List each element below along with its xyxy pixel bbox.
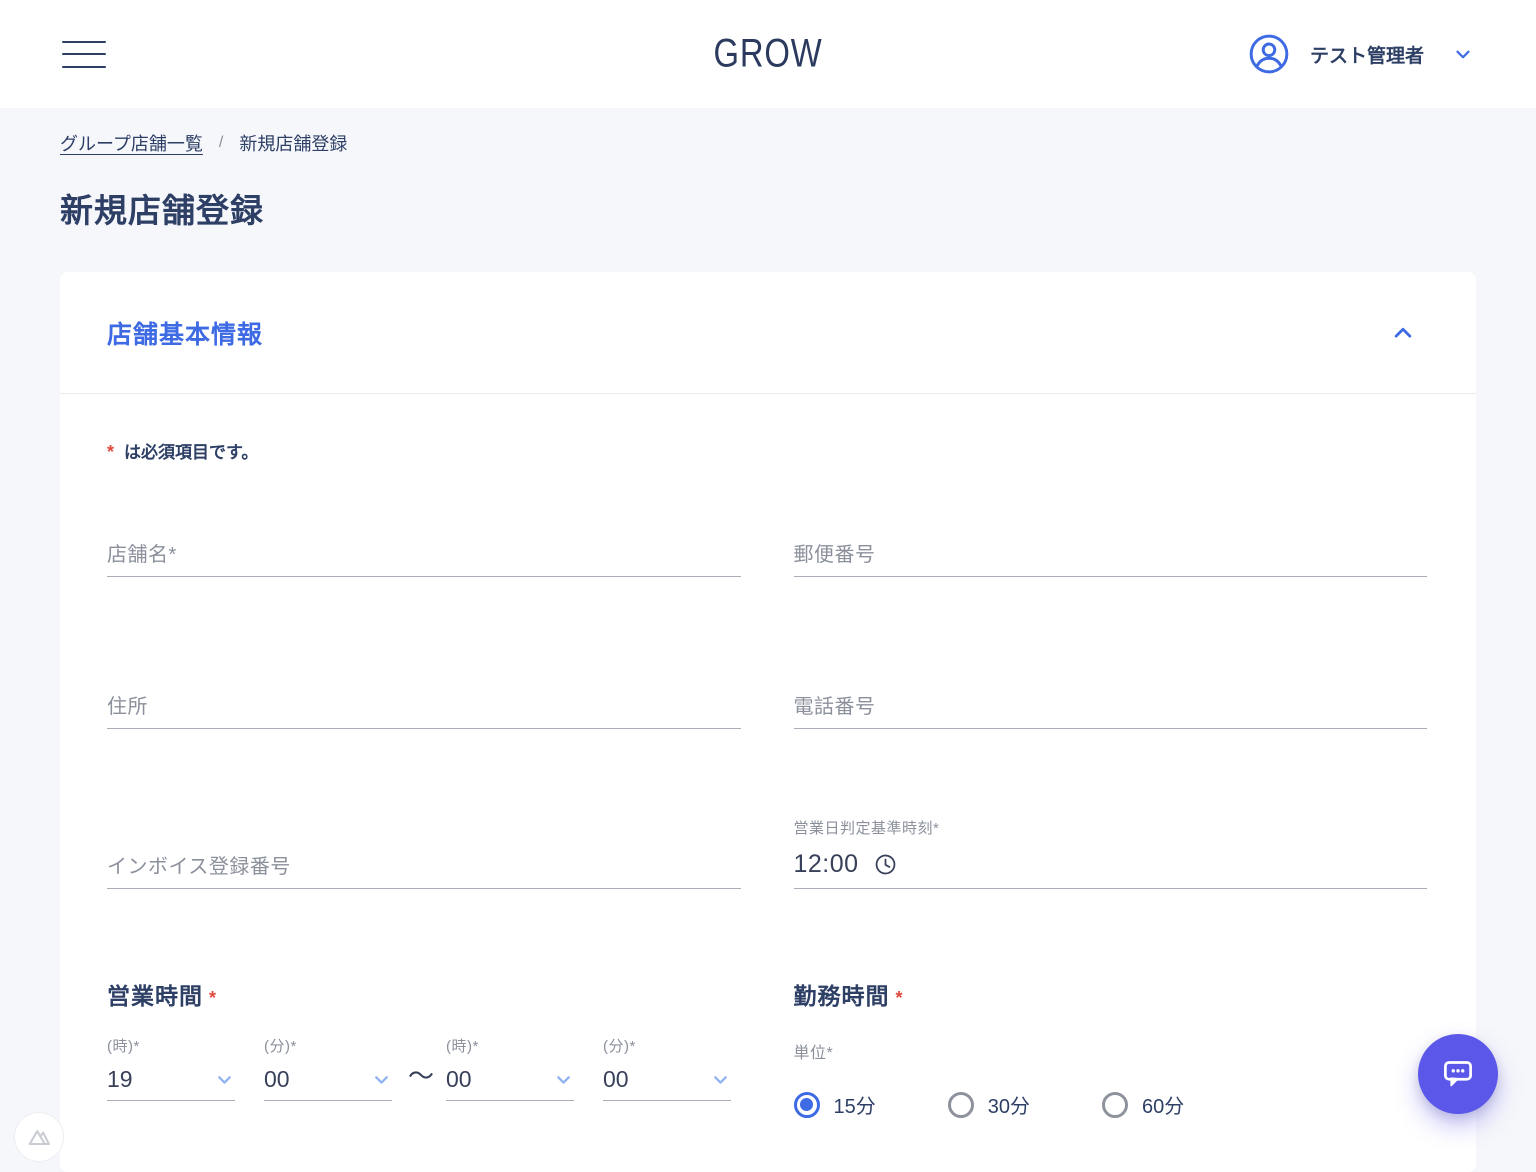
radio-icon xyxy=(793,1091,820,1118)
business-hours-selects: (時)* 19 (分)* 00 xyxy=(107,1035,741,1101)
base-time-field[interactable]: 営業日判定基準時刻* 12:00 xyxy=(793,817,1427,889)
base-time-value: 12:00 xyxy=(793,850,859,878)
postal-code-field[interactable]: 郵便番号 xyxy=(793,513,1427,577)
divider xyxy=(60,393,1476,394)
close-minute-label: (分)* xyxy=(603,1038,636,1055)
hours-range-separator: 〜 xyxy=(408,1061,435,1091)
chevron-down-icon xyxy=(553,1069,574,1090)
hours-section: 営業時間 * (時)* 19 xyxy=(107,977,1427,1119)
close-minute-select[interactable]: (分)* 00 xyxy=(603,1035,732,1101)
invoice-number-field[interactable]: インボイス登録番号 xyxy=(107,817,741,889)
chevron-down-icon xyxy=(1452,43,1474,65)
radio-30min[interactable]: 30分 xyxy=(947,1090,1030,1119)
open-hour-label: (時)* xyxy=(107,1038,140,1055)
radio-60min[interactable]: 60分 xyxy=(1102,1090,1184,1119)
hamburger-menu-icon[interactable] xyxy=(62,40,106,68)
address-field[interactable]: 住所 xyxy=(107,665,741,729)
user-menu[interactable]: テスト管理者 xyxy=(1248,33,1474,75)
store-basic-info-card: 店舗基本情報 * は必須項目です。 店舗名* 郵便番号 xyxy=(60,272,1476,1172)
address-label: 住所 xyxy=(107,696,148,718)
chevron-down-icon xyxy=(214,1069,235,1090)
form-grid: 店舗名* 郵便番号 住所 電話番号 インボイス登録番号 営業日判定基準時刻* xyxy=(107,513,1427,889)
business-hours-heading: 営業時間 * xyxy=(107,983,218,1009)
page-content: グループ店舗一覧 / 新規店舗登録 新規店舗登録 店舗基本情報 * は必須項目です… xyxy=(0,130,1536,1172)
working-hours-group: 勤務時間 * 単位* 15分 30分 xyxy=(793,977,1428,1119)
business-hours-group: 営業時間 * (時)* 19 xyxy=(107,977,741,1119)
app-header: GROW テスト管理者 xyxy=(0,0,1536,108)
close-minute-value: 00 xyxy=(603,1066,629,1092)
base-time-label: 営業日判定基準時刻* xyxy=(793,820,940,837)
clock-icon[interactable] xyxy=(873,852,898,877)
chevron-down-icon xyxy=(371,1069,392,1090)
breadcrumb-current: 新規店舗登録 xyxy=(239,134,348,154)
required-note: * は必須項目です。 xyxy=(107,438,1427,463)
corner-mountain-logo[interactable] xyxy=(14,1112,64,1162)
close-hour-value: 00 xyxy=(446,1066,472,1092)
required-asterisk: * xyxy=(209,988,218,1008)
radio-icon xyxy=(1102,1091,1128,1118)
open-hour-select[interactable]: (時)* 19 xyxy=(107,1035,235,1101)
chat-bubble-icon xyxy=(1437,1053,1479,1095)
store-name-label: 店舗名* xyxy=(107,544,177,566)
postal-code-label: 郵便番号 xyxy=(793,544,876,566)
working-hours-heading: 勤務時間 * xyxy=(793,983,904,1009)
brand-logo: GROW xyxy=(713,31,823,76)
section-header[interactable]: 店舗基本情報 xyxy=(60,272,1476,393)
phone-label: 電話番号 xyxy=(793,696,876,718)
required-asterisk: * xyxy=(895,988,904,1008)
user-avatar-icon xyxy=(1248,33,1290,75)
radio-60min-label: 60分 xyxy=(1142,1096,1185,1118)
breadcrumb-link-store-list[interactable]: グループ店舗一覧 xyxy=(60,134,203,154)
open-minute-select[interactable]: (分)* 00 xyxy=(264,1035,392,1101)
close-hour-select[interactable]: (時)* 00 xyxy=(446,1035,575,1101)
open-minute-value: 00 xyxy=(264,1066,290,1092)
close-hour-label: (時)* xyxy=(446,1038,479,1055)
section-title: 店舗基本情報 xyxy=(107,320,264,349)
unit-radio-group: 15分 30分 60分 xyxy=(793,1090,1428,1119)
required-note-text: は必須項目です。 xyxy=(124,443,259,462)
open-minute-label: (分)* xyxy=(264,1038,297,1055)
page-title: 新規店舗登録 xyxy=(60,192,264,229)
breadcrumb: グループ店舗一覧 / 新規店舗登録 xyxy=(60,130,1476,156)
unit-label: 単位* xyxy=(793,1045,834,1062)
open-hour-value: 19 xyxy=(107,1066,133,1092)
breadcrumb-separator: / xyxy=(218,134,224,151)
chat-support-button[interactable] xyxy=(1418,1034,1498,1114)
phone-field[interactable]: 電話番号 xyxy=(793,665,1427,729)
radio-icon xyxy=(947,1091,974,1118)
chevron-down-icon xyxy=(710,1069,731,1090)
user-name: テスト管理者 xyxy=(1309,45,1424,67)
form-body: * は必須項目です。 店舗名* 郵便番号 住所 電話番号 xyxy=(60,394,1476,1159)
radio-15min-label: 15分 xyxy=(833,1096,876,1118)
chevron-up-icon[interactable] xyxy=(1388,318,1418,348)
required-asterisk: * xyxy=(107,442,115,462)
radio-15min[interactable]: 15分 xyxy=(793,1090,876,1119)
radio-30min-label: 30分 xyxy=(987,1096,1030,1118)
store-name-field[interactable]: 店舗名* xyxy=(107,513,741,577)
invoice-number-label: インボイス登録番号 xyxy=(107,856,291,878)
